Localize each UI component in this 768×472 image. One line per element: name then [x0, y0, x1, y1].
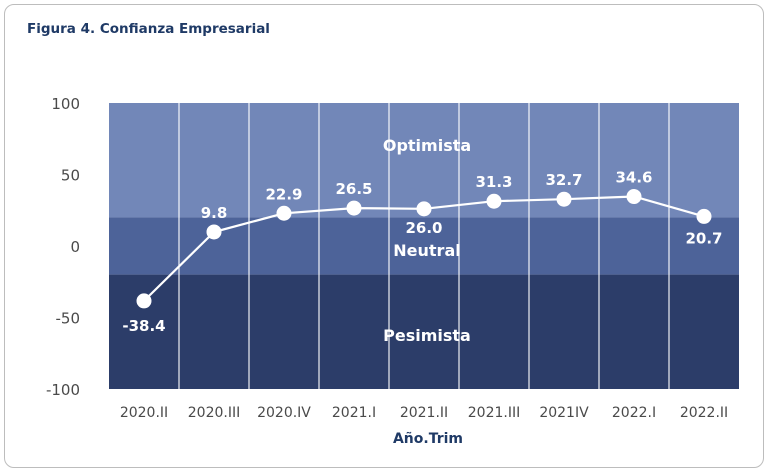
data-label: 9.8 — [201, 204, 228, 222]
x-tick-label: 2021.III — [468, 405, 520, 421]
y-tick-label: 100 — [51, 95, 80, 113]
grid-layer — [178, 103, 670, 389]
x-tick-label: 2020.IV — [257, 405, 311, 421]
x-axis: 2020.II 2020.III 2020.IV 2021.I 2021.II 2021.… — [120, 405, 728, 421]
y-tick-label: 0 — [70, 238, 80, 256]
data-point — [556, 191, 572, 207]
data-label: 34.6 — [615, 169, 652, 187]
data-label: 31.3 — [475, 173, 512, 191]
data-label: -38.4 — [122, 317, 165, 335]
zone-band-pesimista — [109, 274, 739, 389]
data-label: 32.7 — [545, 171, 582, 189]
zone-label-pesimista: Pesimista — [383, 326, 471, 345]
x-tick-label: 2021.I — [332, 405, 376, 421]
x-tick-label: 2021.II — [400, 405, 448, 421]
data-point — [206, 224, 222, 240]
x-tick-label: 2021IV — [539, 405, 589, 421]
zone-label-layer: Optimista Neutral Pesimista — [383, 136, 471, 345]
x-tick-label: 2022.II — [680, 405, 728, 421]
data-point — [626, 189, 642, 205]
data-label: 22.9 — [265, 185, 302, 203]
zone-label-neutral: Neutral — [393, 241, 460, 260]
zones-layer — [109, 103, 739, 389]
data-label: 26.0 — [405, 219, 442, 237]
zone-label-optimista: Optimista — [383, 136, 471, 155]
value-label-layer: -38.4 9.8 22.9 26.5 26.0 31.3 32.7 34.6 20.7 — [122, 169, 722, 335]
y-tick-label: 50 — [61, 167, 80, 185]
data-point — [136, 293, 152, 309]
x-tick-label: 2022.I — [612, 405, 656, 421]
figure-title: Figura 4. Confianza Empresarial — [27, 21, 270, 37]
data-point — [486, 193, 502, 209]
point-layer — [136, 189, 712, 309]
data-point — [416, 201, 432, 217]
y-tick-label: -50 — [56, 310, 81, 328]
x-tick-label: 2020.II — [120, 405, 168, 421]
data-point — [346, 200, 362, 216]
x-axis-title: Año.Trim — [393, 431, 463, 447]
y-axis: 100 50 0 -50 -100 — [46, 95, 80, 399]
y-tick-label: -100 — [46, 381, 80, 399]
data-point — [276, 205, 292, 221]
data-label: 20.7 — [685, 229, 722, 247]
x-tick-label: 2020.III — [188, 405, 240, 421]
data-point — [696, 208, 712, 224]
data-label: 26.5 — [335, 180, 372, 198]
